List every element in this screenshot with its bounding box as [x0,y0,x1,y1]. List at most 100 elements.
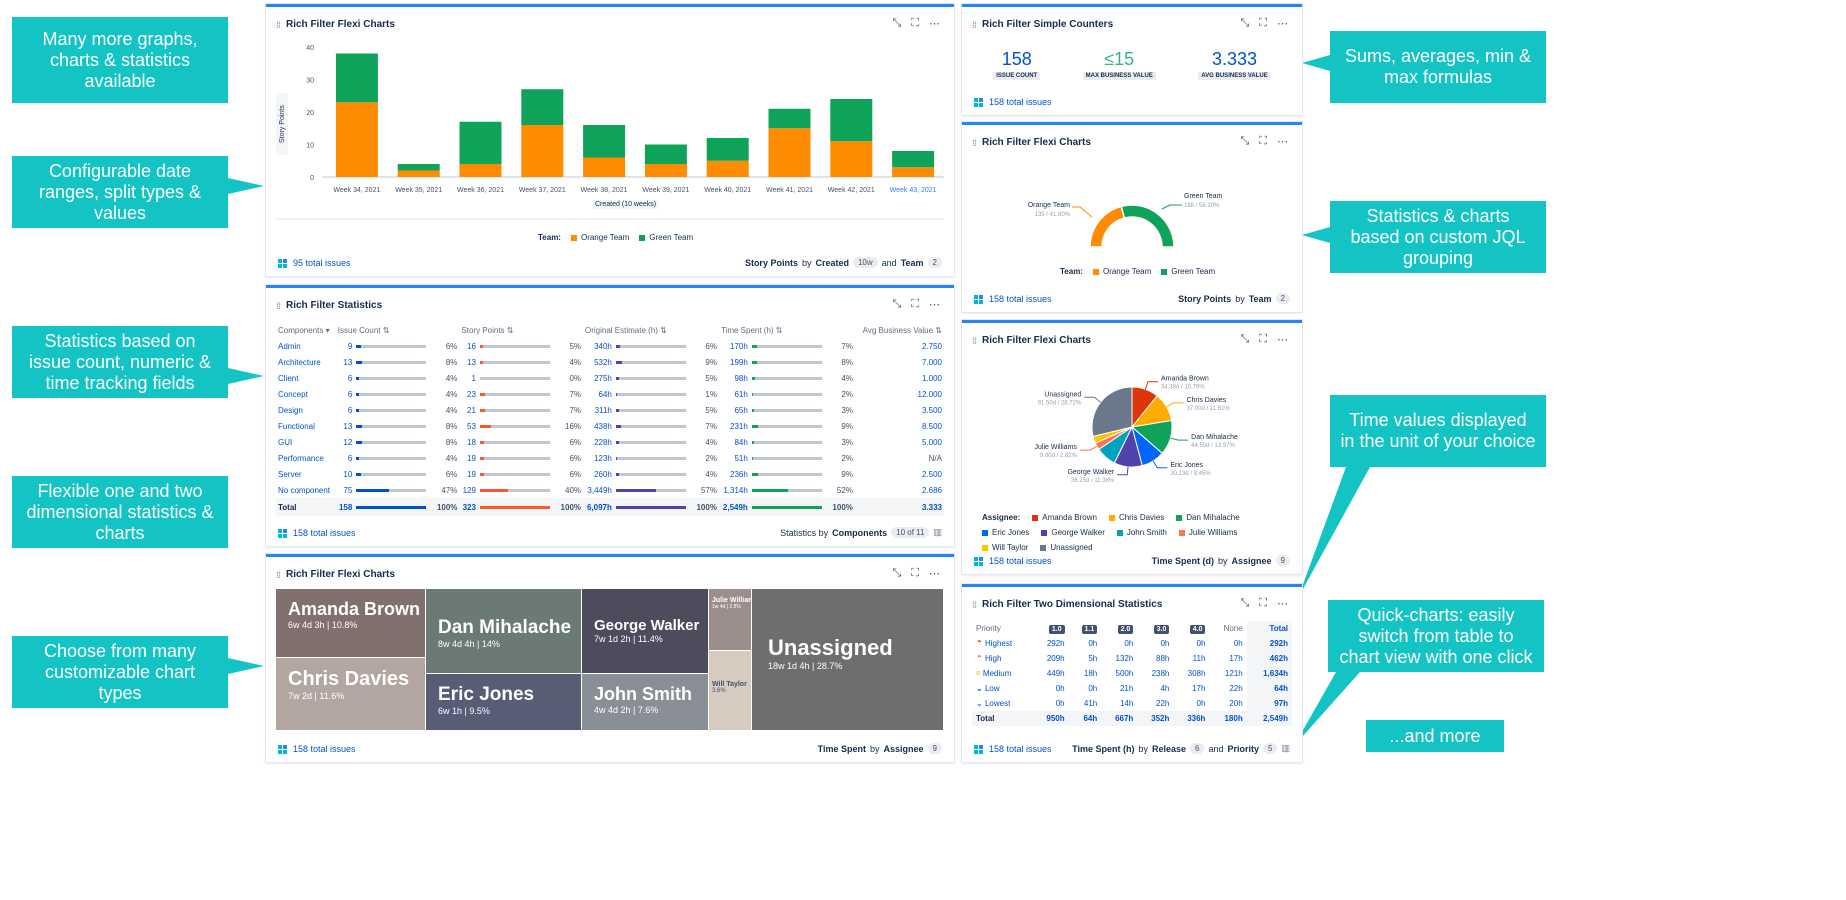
cell-value[interactable]: 65h [734,405,748,415]
bar-orange-team[interactable] [397,170,440,178]
bar-green-team[interactable] [521,89,564,125]
cell-value[interactable]: 336h [1173,711,1210,726]
cell-value[interactable]: 123h [594,453,612,463]
panel-header[interactable]: ⁞⁞ Rich Filter Flexi Charts [276,569,395,580]
table-row[interactable]: ⌃ Highest 292h 0h 0h 0h 0h 0h 292h [972,636,1292,651]
bar-orange-team[interactable] [583,157,626,178]
total-issues-link[interactable]: 158 total issues [989,97,1052,107]
cell-value[interactable]: 14h [1119,699,1134,708]
bar-green-team[interactable] [583,125,626,158]
cell-value[interactable]: 132h [1115,654,1134,663]
treemap-tile-will-taylor[interactable]: Will Taylor 3.6% [709,651,751,730]
table-row[interactable]: Concept 6 4% 23 7% 64h 1% 61h 2% 12.000 [276,386,944,402]
cell-value[interactable]: 0h [1196,699,1206,708]
panel-header[interactable]: ⁞⁞ Rich Filter Simple Counters [972,19,1113,30]
cell-value[interactable]: 23 [467,389,476,399]
more-icon[interactable]: ⋯ [1277,18,1288,30]
table-row[interactable]: GUI 12 8% 18 6% 228h 4% 84h 3% 5.000 [276,434,944,450]
legend-george-walker[interactable]: George Walker [1041,528,1105,537]
bar-orange-team[interactable] [892,167,935,177]
column-header[interactable]: Original Estimate (h) ⇅ [585,325,667,335]
cell-value[interactable]: 158 [335,498,355,516]
cell-value[interactable]: 64h [1246,681,1292,696]
panel-footer-link[interactable]: 158 total issues [974,97,1052,107]
bar-orange-team[interactable] [335,102,378,177]
cell-value[interactable]: 1,314h [723,485,748,495]
cell-value[interactable]: 0h [1196,639,1206,648]
bar-green-team[interactable] [830,99,873,142]
table-row[interactable]: Design 6 4% 21 7% 311h 5% 65h 3% 3.500 [276,402,944,418]
cell-value[interactable]: 275h [594,373,612,383]
panel-config[interactable]: Story Points by Created 10w and Team 2 [745,257,942,268]
bar-green-team[interactable] [892,151,935,168]
total-issues-link[interactable]: 158 total issues [293,744,356,754]
collapse-icon[interactable]: ⤡ [892,17,902,29]
cell-value[interactable]: 532h [594,357,612,367]
panel-config[interactable]: Statistics by Components 10 of 11 ▥ [780,527,942,538]
pie-slice-unassigned[interactable] [1091,386,1133,437]
cell-value[interactable]: 13 [467,357,476,367]
cell-value[interactable]: 16 [467,341,476,351]
total-issues-link[interactable]: 158 total issues [293,528,356,538]
panel-header[interactable]: ⁞⁞ Rich Filter Two Dimensional Statistics [972,599,1162,610]
component-name[interactable]: Functional [278,421,315,431]
cell-value[interactable]: 2,549h [718,498,750,516]
cell-value[interactable]: 1 [471,373,476,383]
cell-value[interactable]: 97h [1246,696,1292,711]
table-row[interactable]: ⌄ Lowest 0h 41h 14h 22h 0h 20h 97h [972,696,1292,711]
counter-avg-business-value[interactable]: 3.333 AVG BUSINESS VALUE [1198,49,1271,80]
fullscreen-icon[interactable]: ⛶ [1259,17,1267,29]
more-icon[interactable]: ⋯ [1277,136,1288,148]
priority-name[interactable]: Lowest [984,699,1011,708]
more-icon[interactable]: ⋯ [1277,334,1288,346]
panel-header[interactable]: ⁞⁞ Rich Filter Flexi Charts [972,335,1091,346]
component-name[interactable]: Design [278,405,303,415]
cell-value[interactable]: 236h [730,469,748,479]
bar-green-team[interactable] [459,121,502,164]
cell-value[interactable]: 18 [467,437,476,447]
panel-config[interactable]: Time Spent by Assignee 9 [818,743,942,754]
component-name[interactable]: Architecture [278,357,321,367]
cell-value[interactable]: 6 [347,453,353,463]
treemap-tile-unassigned[interactable]: Unassigned 18w 1d 4h | 28.7% [752,589,943,730]
cell-value[interactable]: 129 [462,485,476,495]
panel-header[interactable]: ⁞⁞ Rich Filter Flexi Charts [276,19,395,30]
cell-value[interactable]: 0h [1124,639,1134,648]
cell-value[interactable]: 231h [730,421,748,431]
cell-value[interactable]: 438h [594,421,612,431]
legend-chris-davies[interactable]: Chris Davies [1108,513,1164,522]
total-issues-link[interactable]: 158 total issues [989,294,1052,304]
collapse-icon[interactable]: ⤡ [1240,333,1250,345]
drag-handle-icon[interactable]: ⁞⁞ [276,300,281,311]
cell-value[interactable]: 12 [343,437,353,447]
cell-value[interactable]: 260h [594,469,612,479]
column-header[interactable]: 1.0 [1033,621,1069,636]
drag-handle-icon[interactable]: ⁞⁞ [276,569,281,580]
panel-footer-link[interactable]: 95 total issues [278,258,351,268]
treemap-tile-george-walker[interactable]: George Walker 7w 1d 2h | 11.4% [582,589,708,673]
cell-value[interactable]: 449h [1046,669,1065,678]
cell-value[interactable]: 61h [734,389,748,399]
cell-value[interactable]: 0h [1088,684,1098,693]
treemap-tile-eric-jones[interactable]: Eric Jones 6w 1h | 9.5% [426,674,581,730]
cell-value[interactable]: 340h [594,341,612,351]
bar-orange-team[interactable] [644,164,687,177]
cell-value[interactable]: 0h [1160,639,1170,648]
treemap-tile-dan-mihalache[interactable]: Dan Mihalache 8w 4d 4h | 14% [426,589,581,673]
cell-value[interactable]: 19 [467,453,476,463]
treemap-tile-john-smith[interactable]: John Smith 4w 4d 2h | 7.6% [582,674,708,730]
cell-value[interactable]: 0h [1055,699,1065,708]
column-header[interactable]: Time Spent (h) ⇅ [720,325,783,335]
component-name[interactable]: Client [278,373,299,383]
more-icon[interactable]: ⋯ [929,18,940,30]
cell-value[interactable]: 6 [347,373,353,383]
cell-value[interactable]: 462h [1246,651,1292,666]
cell-value[interactable]: 292h [1246,636,1292,651]
cell-value[interactable]: 180h [1209,711,1247,726]
collapse-icon[interactable]: ⤡ [1240,135,1250,147]
cell-value[interactable]: 13 [343,357,353,367]
component-name[interactable]: Admin [278,341,301,351]
column-header[interactable]: Issue Count ⇅ [337,325,390,335]
column-header[interactable]: Components ▾ [278,325,330,335]
cell-value[interactable]: 323 [459,498,478,516]
